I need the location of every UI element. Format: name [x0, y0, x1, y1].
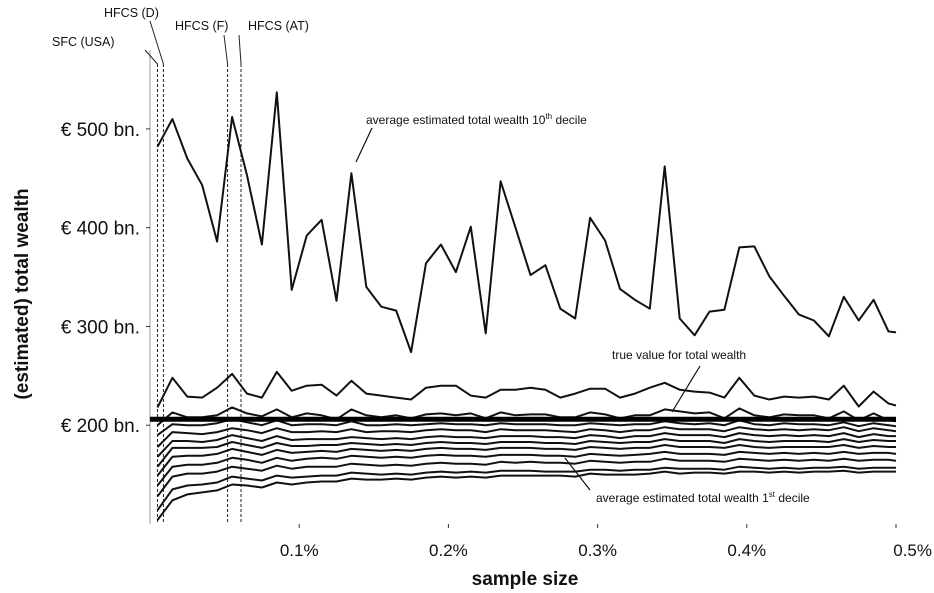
reference-label: HFCS (D) [104, 6, 159, 20]
decile-line-8 [156, 426, 897, 448]
annotations: average estimated total wealth 10th deci… [355, 112, 810, 505]
decile-series [156, 91, 897, 521]
x-axis-title: sample size [472, 569, 579, 590]
reference-leader [144, 49, 158, 65]
annotation-label: average estimated total wealth 10th deci… [366, 112, 587, 127]
decile-line-1 [156, 469, 896, 521]
x-tick-label: 0.3% [578, 541, 617, 560]
annotation-leader [564, 457, 591, 491]
y-axis-title: (estimated) total wealth [12, 188, 33, 399]
annotation-leader [355, 127, 373, 163]
y-tick-label: € 400 bn. [61, 219, 140, 240]
reference-label: SFC (USA) [52, 35, 115, 49]
annotation-label: true value for total wealth [612, 348, 746, 362]
x-tick-label: 0.4% [727, 541, 766, 560]
x-tick-label: 0.5% [893, 541, 932, 560]
y-tick-label: € 500 bn. [61, 120, 140, 141]
y-tick-label: € 300 bn. [61, 317, 140, 338]
axes: € 200 bn. € 300 bn. € 400 bn. € 500 bn. 0.1%… [61, 120, 932, 560]
decile-line-2 [156, 465, 896, 511]
decile-line-3 [156, 457, 897, 497]
reference-leader [223, 34, 229, 65]
decile-line-10 [156, 406, 897, 426]
decile-line-9 [156, 418, 897, 436]
annotation-leader [671, 365, 701, 413]
reference-label: HFCS (F) [175, 19, 228, 33]
reference-leader [238, 34, 242, 65]
y-tick-label: € 200 bn. [61, 416, 140, 437]
survey-reference-lines: SFC (USA) HFCS (D) HFCS (F) HFCS (AT) [52, 6, 309, 524]
decile-line-5 [156, 444, 896, 477]
decile-line-7 [156, 432, 896, 458]
x-tick-label: 0.1% [280, 541, 319, 560]
decile-line-6 [156, 438, 896, 468]
decile-line-4 [156, 450, 897, 487]
decile-line-10 [156, 91, 897, 354]
annotation-label: average estimated total wealth 1st decil… [596, 490, 810, 505]
decile-line-11 [156, 370, 897, 408]
reference-label: HFCS (AT) [248, 19, 309, 33]
x-tick-label: 0.2% [429, 541, 468, 560]
reference-leader [149, 20, 164, 65]
